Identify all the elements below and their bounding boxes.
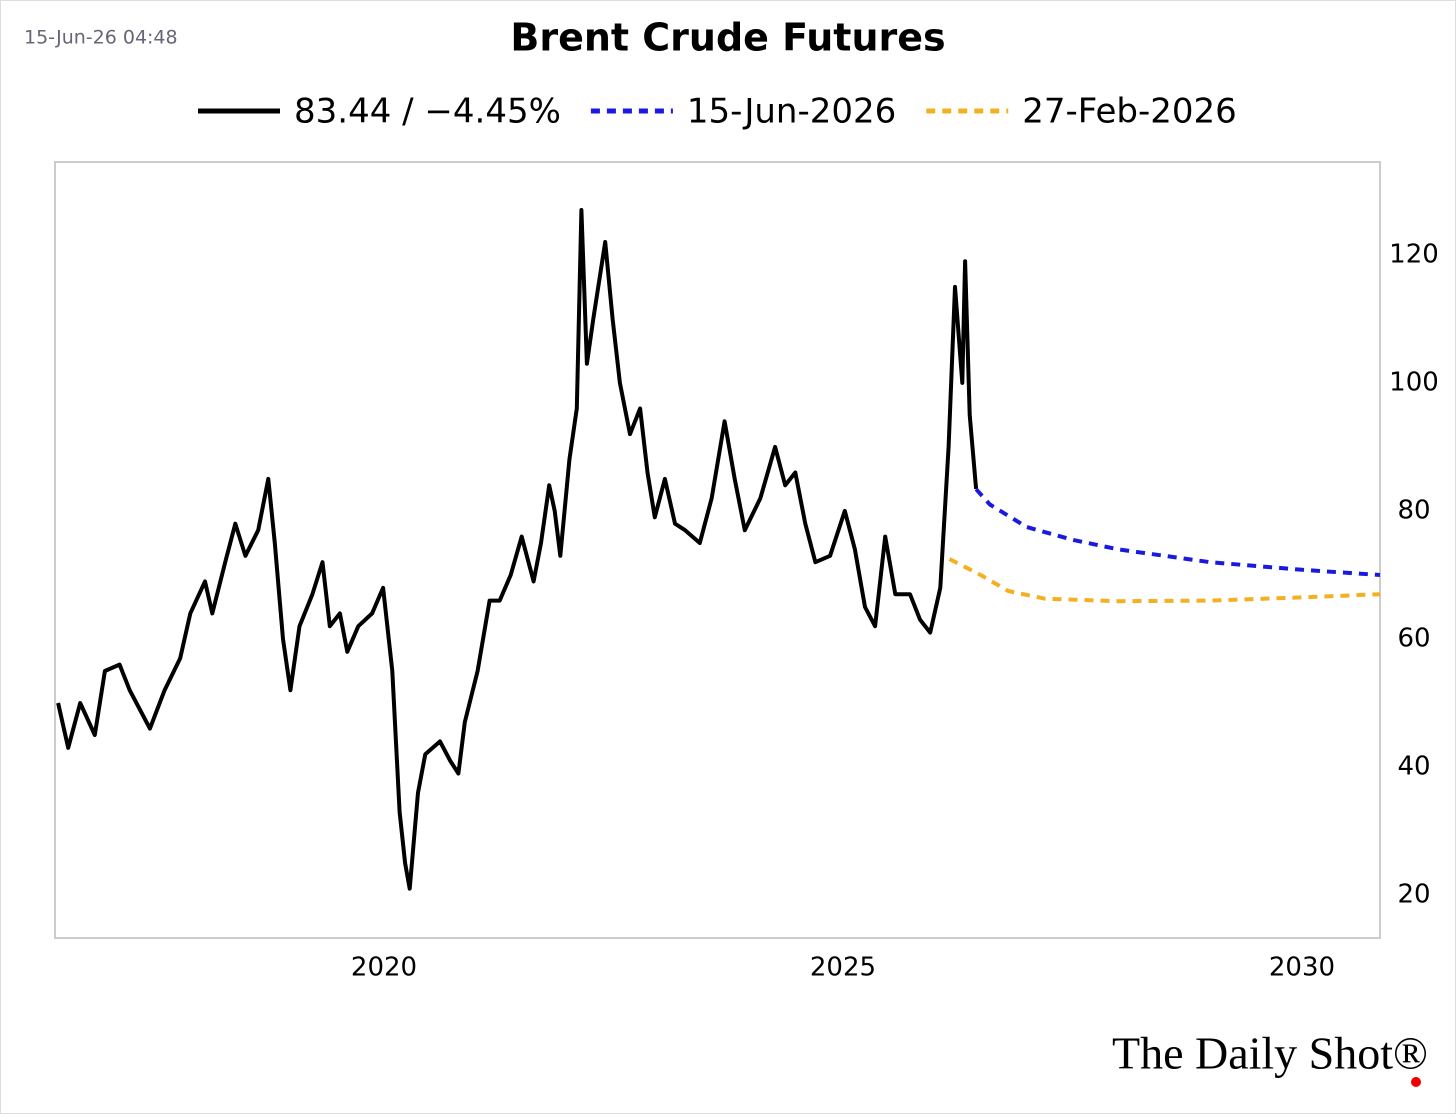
series-line [56,208,979,891]
chart-title: Brent Crude Futures [510,16,945,60]
legend-label: 27-Feb-2026 [1022,92,1237,132]
y-tick-label: 60 [1397,623,1430,653]
plot-frame [54,161,1381,939]
legend-label: 83.44 / −4.45% [294,92,561,132]
x-tick-label: 2025 [810,953,876,983]
x-tick-label: 2020 [351,953,417,983]
legend: 83.44 / −4.45% 15-Jun-2026 27-Feb-2026 [198,92,1237,132]
timestamp: 15-Jun-26 04:48 [24,27,178,49]
y-tick-label: 100 [1389,367,1439,397]
y-tick-label: 80 [1397,495,1430,525]
watermark-dot [1411,1077,1421,1087]
legend-label: 15-Jun-2026 [687,92,896,132]
y-tick-label: 40 [1397,752,1430,782]
series-line [948,557,1381,604]
series-line [974,487,1381,577]
watermark: The Daily Shot® [1112,1028,1428,1079]
x-tick-label: 2030 [1269,953,1335,983]
y-tick-label: 120 [1389,239,1439,269]
y-tick-label: 20 [1397,880,1430,910]
